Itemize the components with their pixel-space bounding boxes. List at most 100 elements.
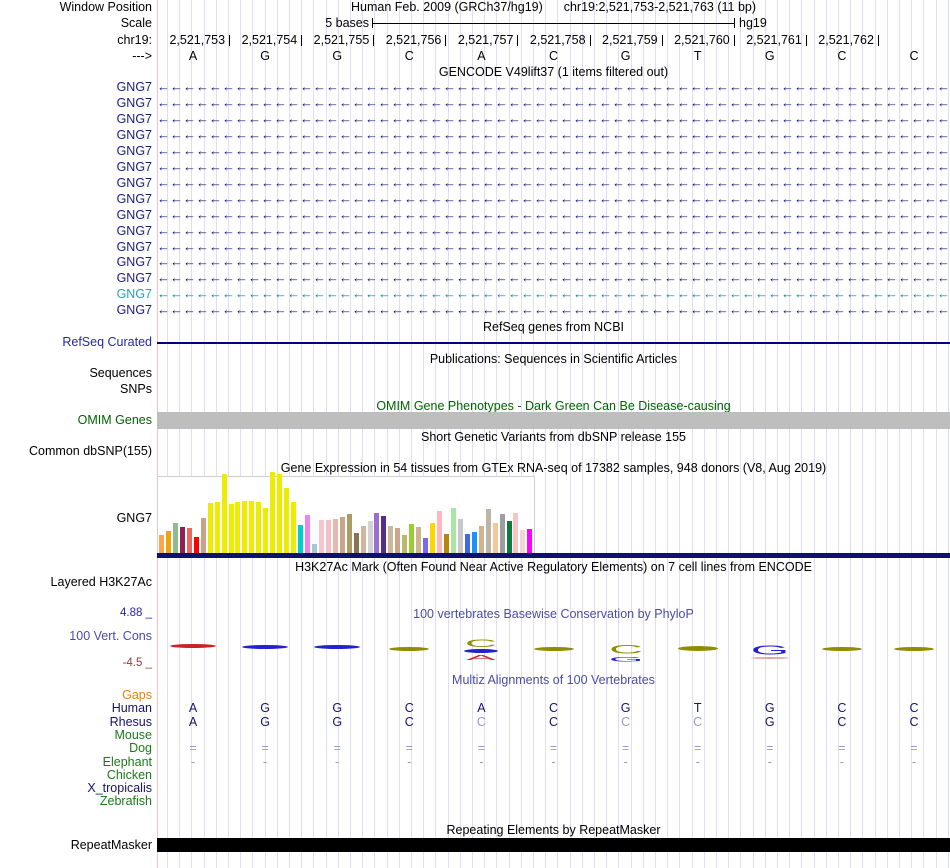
gene-row-label[interactable]: GNG7 (116, 159, 152, 174)
gtex-bar[interactable] (159, 535, 164, 553)
multiz-species-label[interactable]: Elephant (102, 754, 152, 769)
sequences-label[interactable]: Sequences (89, 366, 152, 380)
gene-row-arrows[interactable]: ←←←←←←←←←←←←←←←←←←←←←←←←←←←←←←←←←←←←←←←←… (157, 240, 949, 254)
gene-row-arrows[interactable]: ←←←←←←←←←←←←←←←←←←←←←←←←←←←←←←←←←←←←←←←←… (157, 208, 949, 222)
gtex-bar[interactable] (416, 527, 422, 553)
multiz-species-label[interactable]: Chicken (106, 767, 152, 782)
gene-row-label[interactable]: GNG7 (116, 239, 152, 254)
gene-row-label[interactable]: GNG7 (116, 143, 152, 158)
gene-row-arrows[interactable]: ←←←←←←←←←←←←←←←←←←←←←←←←←←←←←←←←←←←←←←←←… (157, 256, 949, 270)
gtex-bar[interactable] (277, 474, 283, 553)
gtex-bar[interactable] (179, 527, 185, 553)
gtex-bar[interactable] (346, 514, 352, 553)
dbsnp-label[interactable]: Common dbSNP(155) (29, 444, 152, 458)
gene-row-label[interactable]: GNG7 (116, 303, 152, 318)
gtex-bar[interactable] (318, 520, 324, 553)
gtex-bar[interactable] (186, 528, 192, 553)
gene-row-label[interactable]: GNG7 (116, 127, 152, 142)
gene-row-arrows[interactable]: ←←←←←←←←←←←←←←←←←←←←←←←←←←←←←←←←←←←←←←←←… (157, 304, 949, 318)
gtex-bar[interactable] (527, 529, 533, 553)
gtex-bar[interactable] (256, 502, 262, 553)
gtex-bar[interactable] (242, 501, 248, 553)
gtex-bar[interactable] (332, 519, 338, 553)
multiz-species-label[interactable]: Rhesus (109, 714, 152, 729)
gtex-bar[interactable] (506, 521, 512, 553)
gene-row-arrows[interactable]: ←←←←←←←←←←←←←←←←←←←←←←←←←←←←←←←←←←←←←←←←… (157, 128, 949, 142)
gene-row-arrows[interactable]: ←←←←←←←←←←←←←←←←←←←←←←←←←←←←←←←←←←←←←←←←… (157, 272, 949, 286)
gtex-bar[interactable] (339, 517, 345, 553)
gtex-bar[interactable] (207, 503, 213, 553)
gtex-bar[interactable] (388, 526, 394, 553)
gtex-bar[interactable] (172, 523, 178, 553)
gtex-bar[interactable] (381, 516, 387, 553)
gene-row-label[interactable]: GNG7 (116, 255, 152, 270)
snps-label[interactable]: SNPs (120, 382, 152, 396)
gtex-bar[interactable] (304, 515, 310, 553)
multiz-species-label[interactable]: Zebrafish (99, 794, 152, 809)
refseq-curated-label[interactable]: RefSeq Curated (62, 335, 152, 349)
gtex-bar[interactable] (492, 523, 498, 553)
gene-row-label[interactable]: GNG7 (116, 175, 152, 190)
gene-row-arrows[interactable]: ←←←←←←←←←←←←←←←←←←←←←←←←←←←←←←←←←←←←←←←←… (157, 112, 949, 126)
gene-row-label[interactable]: GNG7 (116, 223, 152, 238)
gtex-bar[interactable] (221, 474, 227, 553)
gtex-baseline[interactable] (157, 553, 950, 558)
gtex-bar[interactable] (450, 508, 456, 553)
gene-row-label[interactable]: GNG7 (116, 111, 152, 126)
gtex-bar[interactable] (471, 532, 477, 553)
h3k27ac-label[interactable]: Layered H3K27Ac (50, 575, 152, 589)
gtex-bar[interactable] (499, 514, 505, 553)
gtex-bar[interactable] (325, 520, 331, 553)
repeatmasker-bar[interactable] (157, 838, 950, 852)
gene-row-label[interactable]: GNG7 (116, 80, 152, 94)
gtex-bar[interactable] (360, 526, 366, 553)
gtex-gene-label[interactable]: GNG7 (116, 511, 152, 525)
gtex-bar[interactable] (291, 502, 297, 553)
gene-row-label[interactable]: GNG7 (116, 271, 152, 286)
gtex-bar[interactable] (402, 535, 408, 553)
gene-row-arrows[interactable]: ←←←←←←←←←←←←←←←←←←←←←←←←←←←←←←←←←←←←←←←←… (157, 288, 949, 302)
gene-row-label[interactable]: GNG7 (116, 287, 152, 302)
gtex-bar[interactable] (374, 513, 380, 553)
gtex-bar[interactable] (367, 521, 373, 553)
gtex-bar[interactable] (513, 513, 519, 553)
gene-row-arrows[interactable]: ←←←←←←←←←←←←←←←←←←←←←←←←←←←←←←←←←←←←←←←←… (157, 192, 949, 206)
gtex-bar[interactable] (395, 528, 401, 553)
omim-genes-bar[interactable] (157, 412, 950, 429)
gtex-bar[interactable] (423, 538, 429, 553)
gtex-bar[interactable] (353, 533, 359, 553)
gene-row-arrows[interactable]: ←←←←←←←←←←←←←←←←←←←←←←←←←←←←←←←←←←←←←←←←… (157, 96, 949, 110)
gtex-bar[interactable] (457, 519, 463, 553)
gene-row-label[interactable]: GNG7 (116, 95, 152, 110)
multiz-species-label[interactable]: Mouse (114, 727, 152, 742)
gene-row-label[interactable]: GNG7 (116, 191, 152, 206)
gtex-bar[interactable] (284, 488, 290, 553)
multiz-species-label[interactable]: Human (111, 701, 152, 716)
gene-row-arrows[interactable]: ←←←←←←←←←←←←←←←←←←←←←←←←←←←←←←←←←←←←←←←←… (157, 144, 949, 158)
gtex-bar[interactable] (464, 534, 470, 553)
gtex-bar[interactable] (520, 530, 526, 553)
gene-row-arrows[interactable]: ←←←←←←←←←←←←←←←←←←←←←←←←←←←←←←←←←←←←←←←←… (157, 160, 949, 174)
omim-genes-label[interactable]: OMIM Genes (77, 413, 152, 427)
gtex-bar[interactable] (270, 472, 276, 553)
refseq-gene-line[interactable] (157, 342, 950, 344)
gtex-bar[interactable] (311, 544, 317, 553)
gtex-bar[interactable] (430, 523, 436, 553)
gtex-bar[interactable] (485, 509, 491, 553)
gtex-bar[interactable] (298, 525, 303, 553)
multiz-species-label[interactable]: Dog (129, 741, 152, 756)
gene-row-arrows[interactable]: ←←←←←←←←←←←←←←←←←←←←←←←←←←←←←←←←←←←←←←←←… (157, 176, 949, 190)
repeatmasker-label[interactable]: RepeatMasker (70, 838, 152, 852)
gtex-bar[interactable] (263, 508, 269, 553)
gtex-bar[interactable] (443, 534, 449, 553)
multiz-species-label[interactable]: Gaps (122, 688, 152, 702)
gtex-bar[interactable] (193, 537, 199, 553)
gene-row-arrows[interactable]: ←←←←←←←←←←←←←←←←←←←←←←←←←←←←←←←←←←←←←←←←… (157, 224, 949, 238)
gtex-bar[interactable] (200, 518, 206, 553)
gene-row-label[interactable]: GNG7 (116, 207, 152, 222)
gtex-bar[interactable] (478, 526, 484, 553)
gtex-bar[interactable] (249, 501, 255, 553)
gtex-bar[interactable] (165, 531, 171, 553)
gene-row-arrows[interactable]: ←←←←←←←←←←←←←←←←←←←←←←←←←←←←←←←←←←←←←←←←… (157, 81, 949, 94)
gtex-bar[interactable] (228, 504, 234, 553)
